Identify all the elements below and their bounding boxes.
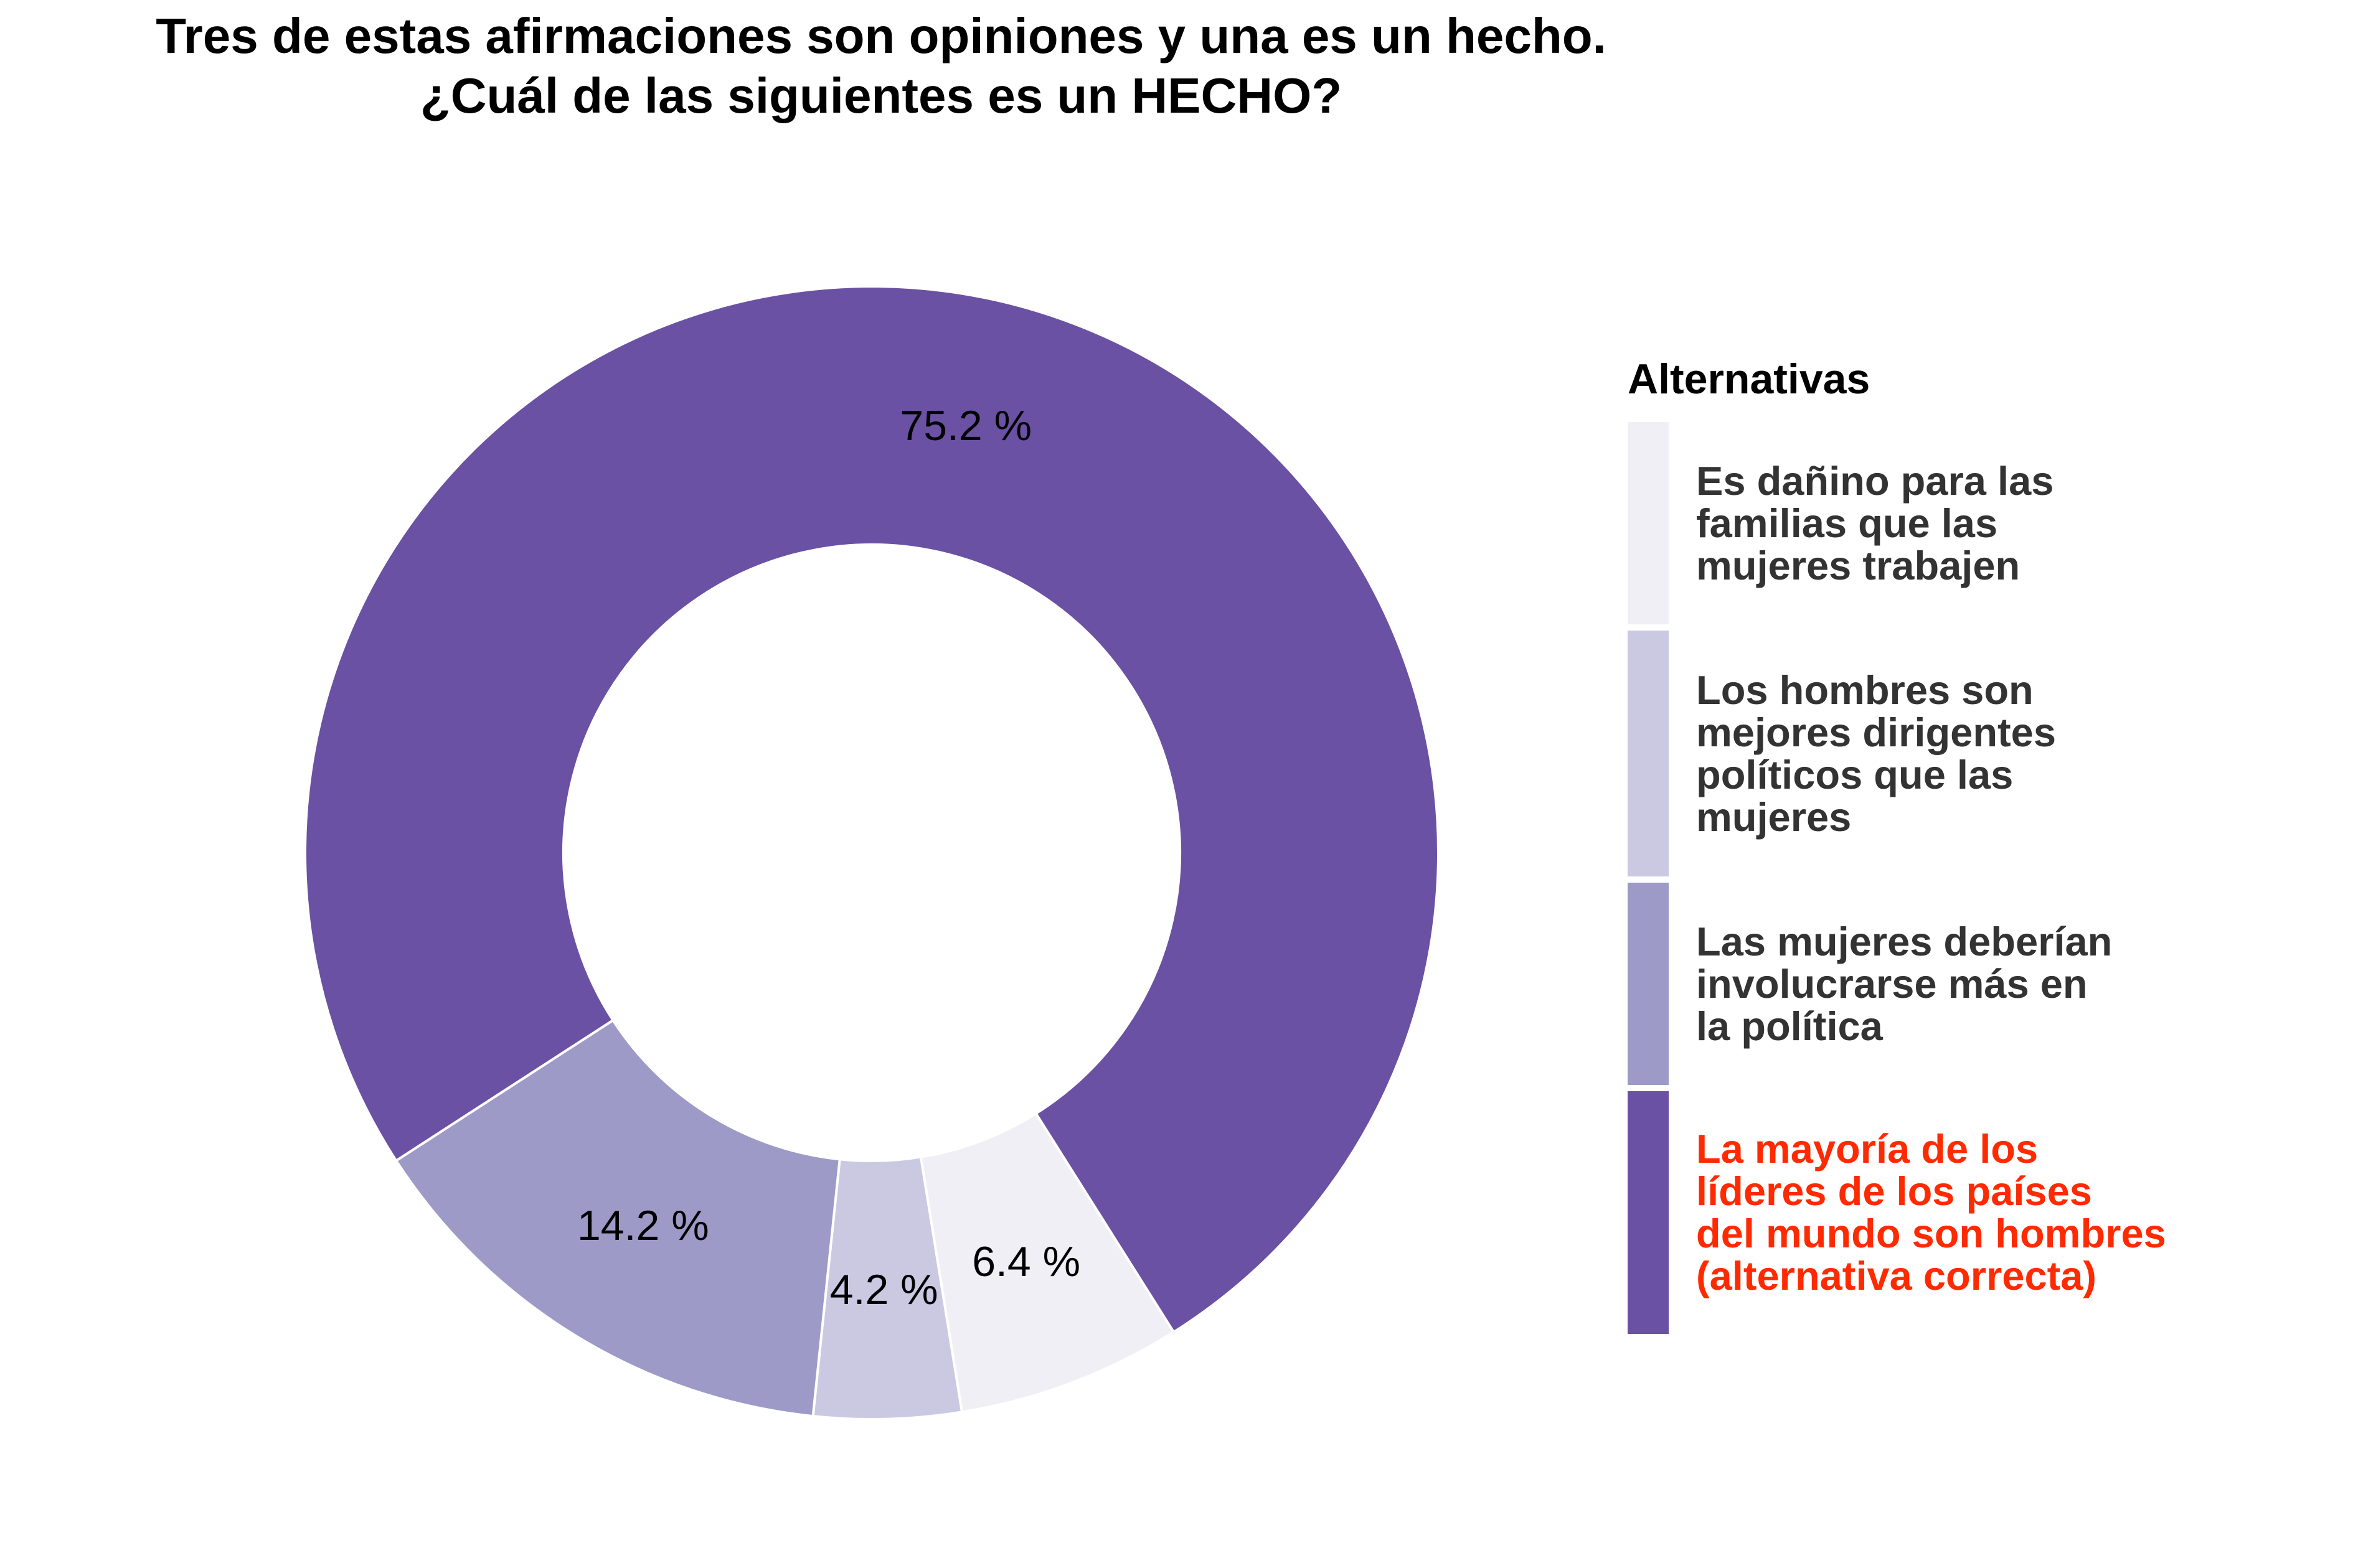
chart-title-line-1: Tres de estas afirmaciones son opiniones… [156, 8, 1606, 63]
donut-slice-4 [304, 285, 1440, 1334]
legend-label-2: Los hombres son mejores dirigentes polít… [1696, 667, 2056, 840]
legend-swatch-2 [1628, 631, 1669, 876]
legend-label-3: Las mujeres deberían involucrarse más en… [1696, 918, 2113, 1049]
donut-slice-3 [394, 1018, 841, 1418]
slice-value-label-1: 6.4 % [972, 1238, 1080, 1285]
legend-items: Es dañino para las familias que las muje… [1628, 422, 2166, 1334]
slice-value-label-3: 14.2 % [577, 1202, 709, 1249]
legend-item-4: La mayoría de los líderes de los países … [1628, 1091, 2166, 1334]
chart-title: Tres de estas afirmaciones son opiniones… [0, 6, 1762, 126]
legend-item-3: Las mujeres deberían involucrarse más en… [1628, 883, 2166, 1085]
slice-value-label-2: 4.2 % [830, 1266, 938, 1313]
legend-item-1: Es dañino para las familias que las muje… [1628, 422, 2166, 624]
legend-swatch-1 [1628, 422, 1669, 624]
chart-title-line-2: ¿Cuál de las siguientes es un HECHO? [420, 68, 1342, 123]
legend-label-4: La mayoría de los líderes de los países … [1696, 1126, 2166, 1298]
legend-swatch-4 [1628, 1091, 1669, 1334]
legend-item-2: Los hombres son mejores dirigentes polít… [1628, 631, 2166, 876]
legend: Alternativas Es dañino para las familias… [1628, 355, 2166, 1340]
legend-swatch-3 [1628, 883, 1669, 1085]
slice-value-label-4: 75.2 % [900, 402, 1032, 449]
legend-title: Alternativas [1628, 355, 1870, 403]
legend-label-1: Es dañino para las familias que las muje… [1696, 458, 2054, 588]
donut-chart: 6.4 % 4.2 % 14.2 % 75.2 % [304, 285, 1440, 1420]
